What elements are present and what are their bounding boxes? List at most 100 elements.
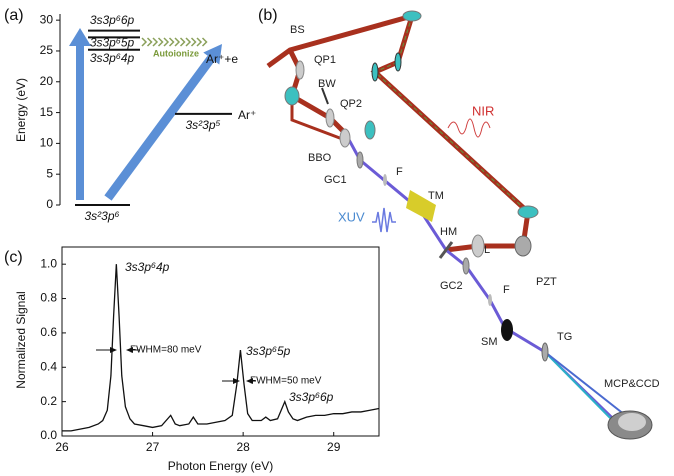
level-label: 3s3p⁶6p [90,13,135,27]
pzt [514,235,532,257]
component-label: NIR [472,103,494,118]
autoionize-chevron [196,37,203,47]
mirror [394,52,402,72]
mirror [284,86,300,106]
y-tick-label: 10 [40,136,54,150]
y-tick-label: 0.4 [40,359,57,373]
component-label: XUV [338,209,365,224]
spectrum-beam [544,351,621,429]
x-tick-label: 27 [146,440,160,454]
x-tick-label: 26 [55,440,69,454]
mirror [364,120,376,140]
y-tick-label: 0.8 [40,291,57,305]
y-tick-label: 5 [46,166,53,180]
holey-mirror [438,241,454,259]
component-label: GC1 [324,174,347,186]
y-tick-label: 20 [40,74,54,88]
setup-drawing [266,10,653,440]
component-label: BS [290,24,305,36]
y-tick-label: 30 [40,12,54,26]
spectrum-line [62,264,380,432]
autoionize-chevron [141,37,148,47]
autoionize-chevron [157,37,164,47]
component-label: BW [318,78,336,90]
component-label: GC2 [440,280,463,292]
autoionize-chevron [179,37,186,47]
component-label: TM [428,190,444,202]
component-label: QP1 [314,54,336,66]
y-tick-label: 0.2 [40,394,57,408]
excitation-arrow [76,44,84,200]
component-label: TG [557,331,572,343]
bbo [339,128,351,148]
y-tick-label: 0.0 [40,428,57,442]
y-tick-label: 0.6 [40,325,57,339]
annotation: 3s3p⁶4p [125,260,170,274]
annotation: FWHM=80 meV [130,345,202,356]
y-tick-label: 25 [40,43,54,57]
qp1 [295,60,305,80]
detector [607,410,653,440]
toroidal-mirror [406,190,436,222]
autoionize-chevron [152,37,159,47]
annotation: 3s3p⁶5p [246,344,291,358]
y-tick-label: 15 [40,105,54,119]
level-label: 3s3p⁶4p [90,51,135,65]
mirror [402,10,422,22]
grating [541,342,549,362]
autoionize-chevron [190,37,197,47]
x-axis-label: Photon Energy (eV) [168,459,273,473]
autoionize-chevron [185,37,192,47]
xuv-pulse [372,207,396,233]
component-label: PZT [536,276,557,288]
spherical-mirror [501,319,513,341]
plot-frame [61,246,380,437]
panel-label: (a) [4,7,24,24]
autoionize-chevron [168,37,175,47]
ionization-arrow [104,55,215,201]
level-label: 3s²3p⁵ [185,118,220,132]
level-label: 3s²3p⁶ [85,209,120,223]
y-axis-label: Normalized Signal [14,291,28,388]
autoionize-chevron [146,37,153,47]
component-label: MCP&CCD [604,378,660,390]
autoionize-chevron [201,37,208,47]
component-label: F [503,284,510,296]
y-tick-label: 1.0 [40,256,57,270]
annotation: 3s3p⁶6p [289,390,334,404]
x-tick-label: 29 [327,440,341,454]
filter [383,174,387,186]
gas-cell [462,257,470,275]
excitation-arrow-head [69,28,91,46]
ionization-arrow-head [203,44,222,65]
autoionize-chevron [174,37,181,47]
component-label: HM [440,226,457,238]
lens [471,234,485,258]
qp2 [325,108,335,128]
annotation: Autoionize [153,48,199,58]
component-label: SM [481,336,498,348]
nir-beam [266,12,531,253]
annotation: Ar⁺+e [206,52,238,66]
panel-label: (c) [4,249,23,266]
annotation: FWHM=50 meV [250,376,322,387]
component-label: BBO [308,152,332,164]
component-label: L [484,244,490,256]
spectrum-beam [544,351,626,416]
y-axis-label: Energy (eV) [14,78,28,142]
y-tick-label: 0 [46,197,53,211]
beam-overlay [373,15,529,213]
gas-cell [356,151,364,169]
filter [488,294,492,306]
x-tick-label: 28 [236,440,250,454]
annotation: Ar⁺ [238,108,256,122]
component-label: F [396,166,403,178]
mirror [517,205,539,219]
level-label: 3s3p⁶5p [90,36,135,50]
mirror [371,62,379,82]
panel-label: (b) [258,7,278,24]
nir-pulse [447,118,491,138]
